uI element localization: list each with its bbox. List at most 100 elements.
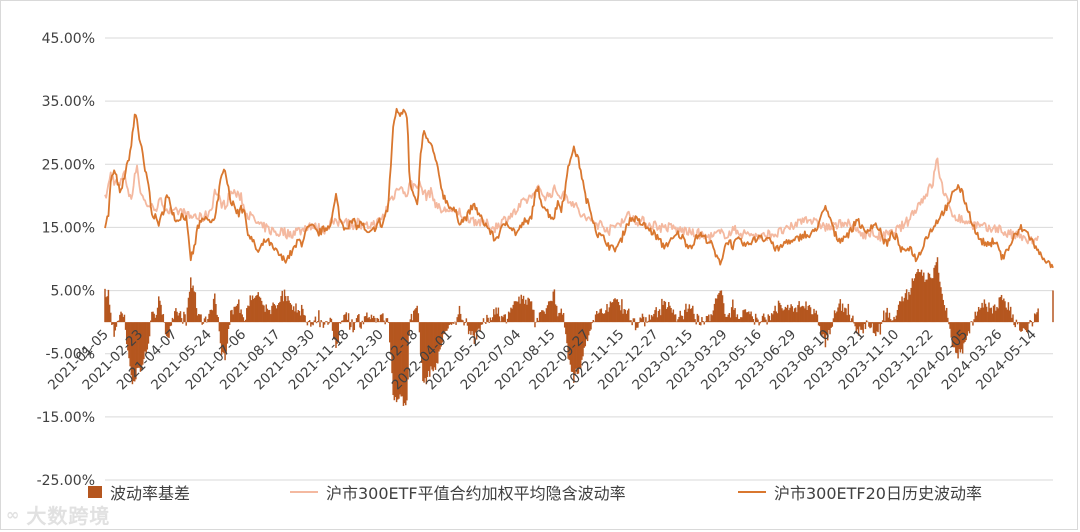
basis-bar xyxy=(1022,322,1025,328)
basis-bar xyxy=(636,322,638,328)
basis-bar xyxy=(457,314,460,323)
y-tick-label: 25.00% xyxy=(42,157,95,173)
basis-bar xyxy=(575,322,577,369)
basis-bar xyxy=(861,322,863,330)
basis-bar xyxy=(924,281,926,323)
basis-bar xyxy=(750,311,752,323)
basis-bar xyxy=(339,322,342,324)
basis-bar xyxy=(638,322,640,324)
basis-bar xyxy=(573,322,575,383)
basis-bar xyxy=(300,304,303,323)
basis-bar xyxy=(923,272,925,323)
basis-bar xyxy=(732,299,734,323)
basis-bar xyxy=(242,317,245,323)
y-tick-label: -25.00% xyxy=(37,473,95,489)
basis-bar xyxy=(295,303,297,323)
basis-bar xyxy=(384,322,386,325)
basis-bar xyxy=(127,322,129,351)
basis-bar xyxy=(825,322,828,336)
basis-bar xyxy=(450,322,453,325)
basis-bar xyxy=(900,301,902,323)
basis-bar xyxy=(324,321,327,323)
basis-bar xyxy=(714,298,717,323)
basis-bar xyxy=(348,322,351,330)
basis-bar xyxy=(282,301,285,323)
basis-bar xyxy=(1015,319,1018,323)
basis-bar xyxy=(820,322,822,335)
basis-bar xyxy=(858,322,861,327)
basis-bar xyxy=(630,320,632,323)
legend-label-basis: 波动率基差 xyxy=(110,484,191,503)
basis-bar xyxy=(538,312,541,323)
basis-bar xyxy=(266,308,269,323)
basis-bar xyxy=(719,290,721,323)
basis-bar xyxy=(383,320,385,323)
basis-bar xyxy=(680,315,683,323)
basis-bar xyxy=(725,316,727,323)
basis-bar xyxy=(330,318,333,323)
basis-bar xyxy=(155,314,158,323)
basis-bar xyxy=(158,296,160,323)
basis-bar xyxy=(839,299,842,323)
basis-bar xyxy=(502,317,504,323)
basis-bar xyxy=(345,312,348,323)
basis-bar xyxy=(764,317,766,323)
basis-bar xyxy=(591,322,593,324)
basis-bar xyxy=(786,304,789,323)
basis-bar xyxy=(343,314,345,323)
basis-bar xyxy=(164,322,167,335)
basis-bar xyxy=(745,312,748,323)
basis-bar xyxy=(883,310,885,323)
basis-bar xyxy=(856,322,859,330)
basis-bar xyxy=(356,315,359,323)
basis-bar xyxy=(410,313,413,323)
basis-bar xyxy=(374,317,376,323)
basis-bar xyxy=(964,322,966,343)
basis-bar xyxy=(168,322,170,338)
basis-bar xyxy=(210,309,213,323)
basis-bar xyxy=(586,322,589,342)
basis-bar xyxy=(968,322,971,334)
watermark-icon: ∞ xyxy=(6,505,21,524)
basis-bar xyxy=(370,314,373,323)
basis-bar xyxy=(303,314,305,323)
basis-bar xyxy=(928,273,931,323)
basis-bar xyxy=(125,322,128,345)
basis-bar xyxy=(598,312,600,323)
basis-bar xyxy=(371,318,374,323)
basis-bar xyxy=(203,318,206,323)
basis-bar xyxy=(135,322,137,380)
basis-bar xyxy=(846,315,848,323)
basis-bar xyxy=(778,302,781,323)
basis-bar xyxy=(358,314,360,323)
basis-bar xyxy=(478,322,480,329)
basis-bar xyxy=(147,322,150,344)
basis-bar xyxy=(388,322,391,343)
basis-bar xyxy=(806,310,808,323)
basis-bar xyxy=(418,322,421,333)
basis-bar xyxy=(479,322,481,332)
basis-bar xyxy=(805,301,807,323)
basis-bar xyxy=(559,312,561,323)
basis-bar xyxy=(626,310,629,323)
basis-bar xyxy=(241,314,243,323)
basis-bar xyxy=(473,322,476,344)
basis-bar xyxy=(688,304,691,323)
basis-bar xyxy=(961,322,964,354)
basis-bar xyxy=(571,322,574,373)
basis-bar xyxy=(193,291,195,323)
basis-bar xyxy=(488,322,490,324)
basis-bar xyxy=(606,304,608,323)
basis-bar xyxy=(821,322,823,336)
basis-bar xyxy=(230,310,232,323)
basis-bar xyxy=(601,313,604,323)
basis-bar xyxy=(521,298,524,323)
basis-bar xyxy=(401,322,404,397)
basis-bar xyxy=(785,307,788,323)
basis-bar xyxy=(905,289,908,323)
basis-bar xyxy=(280,295,282,323)
basis-bar xyxy=(440,322,442,347)
basis-bar xyxy=(645,317,647,323)
basis-bar xyxy=(919,272,922,323)
basis-bar xyxy=(228,322,231,325)
